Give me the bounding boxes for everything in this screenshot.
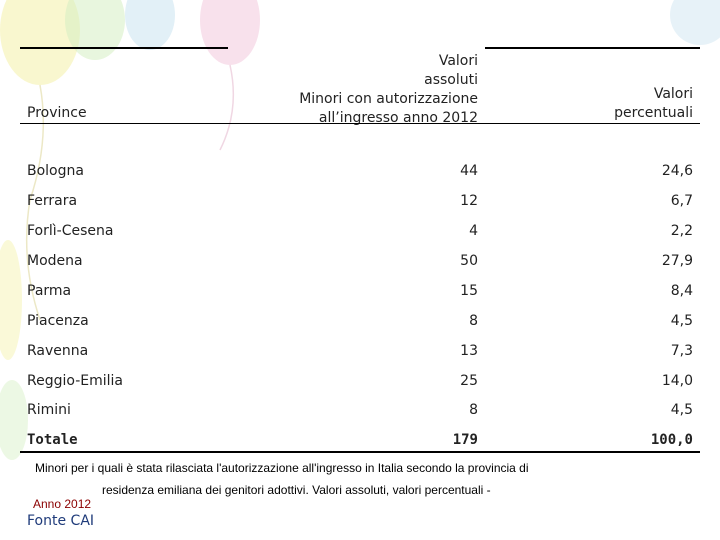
row-province: Ravenna bbox=[27, 343, 89, 359]
row-abs-value: 44 bbox=[460, 163, 478, 179]
row-abs-value: 50 bbox=[460, 253, 478, 269]
balloon-string bbox=[219, 64, 235, 151]
header-percent-values: Valori percentuali bbox=[560, 85, 693, 123]
row-province: Modena bbox=[27, 253, 83, 269]
row-pct-value: 27,9 bbox=[661, 253, 693, 269]
row-province: Piacenza bbox=[27, 313, 89, 329]
caption-line-1: Minori per i quali è stata rilasciata l'… bbox=[35, 461, 529, 475]
balloon-string bbox=[25, 84, 45, 321]
row-province: Rimini bbox=[27, 402, 71, 418]
header-absolute-values: Valori assoluti Minori con autorizzazion… bbox=[270, 52, 478, 128]
row-abs-value: 4 bbox=[469, 223, 478, 239]
balloon-shape bbox=[65, 0, 125, 60]
total-abs-value: 179 bbox=[452, 432, 478, 448]
row-province: Forlì-Cesena bbox=[27, 223, 114, 239]
row-abs-value: 12 bbox=[460, 193, 478, 209]
row-pct-value: 14,0 bbox=[661, 373, 693, 389]
balloon-shape bbox=[670, 0, 720, 45]
total-pct-value: 100,0 bbox=[650, 432, 693, 448]
row-abs-value: 25 bbox=[460, 373, 478, 389]
header-abs-line: Minori con autorizzazione bbox=[299, 91, 478, 107]
row-province: Reggio-Emilia bbox=[27, 373, 123, 389]
row-pct-value: 8,4 bbox=[670, 283, 693, 299]
header-pct-line: Valori bbox=[653, 86, 693, 102]
header-pct-line: percentuali bbox=[614, 105, 693, 121]
header-top-rule-left bbox=[20, 47, 228, 49]
row-abs-value: 15 bbox=[460, 283, 478, 299]
caption-line-2: residenza emiliana dei genitori adottivi… bbox=[102, 483, 491, 497]
header-abs-line: Valori bbox=[438, 53, 478, 69]
row-province: Parma bbox=[27, 283, 72, 299]
balloon-shape bbox=[0, 0, 80, 85]
caption-year: Anno 2012 bbox=[33, 497, 92, 511]
header-bottom-rule bbox=[20, 123, 700, 124]
balloon-shape bbox=[0, 380, 28, 460]
row-pct-value: 2,2 bbox=[670, 223, 693, 239]
row-pct-value: 7,3 bbox=[670, 343, 693, 359]
source-label: Fonte CAI bbox=[27, 513, 95, 529]
row-abs-value: 8 bbox=[469, 313, 478, 329]
header-abs-line: assoluti bbox=[424, 72, 478, 88]
row-abs-value: 13 bbox=[460, 343, 478, 359]
row-pct-value: 6,7 bbox=[670, 193, 693, 209]
balloon-shape bbox=[200, 0, 260, 65]
balloon-shape bbox=[0, 240, 22, 360]
row-pct-value: 4,5 bbox=[670, 402, 693, 418]
row-province: Ferrara bbox=[27, 193, 78, 209]
row-pct-value: 4,5 bbox=[670, 313, 693, 329]
row-abs-value: 8 bbox=[469, 402, 478, 418]
row-province: Bologna bbox=[27, 163, 84, 179]
table-bottom-rule bbox=[20, 451, 700, 453]
row-pct-value: 24,6 bbox=[661, 163, 693, 179]
header-abs-line: all’ingresso anno 2012 bbox=[318, 110, 478, 126]
balloon-shape bbox=[125, 0, 175, 50]
total-label: Totale bbox=[27, 432, 78, 448]
header-top-rule-right bbox=[485, 47, 700, 49]
header-province: Province bbox=[27, 105, 87, 121]
